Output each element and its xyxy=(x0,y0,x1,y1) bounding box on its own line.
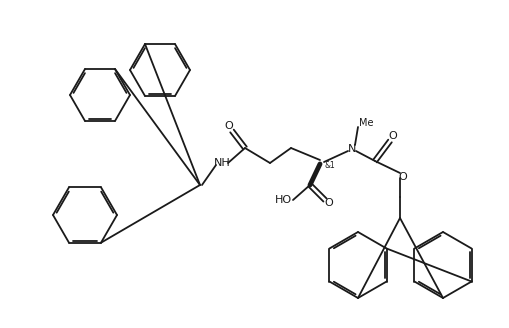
Text: NH: NH xyxy=(214,158,231,168)
Text: O: O xyxy=(399,172,407,182)
Text: N: N xyxy=(348,144,356,154)
Text: O: O xyxy=(325,198,333,208)
Text: &1: &1 xyxy=(325,160,335,170)
Text: HO: HO xyxy=(274,195,292,205)
Text: Me: Me xyxy=(359,118,373,128)
Text: O: O xyxy=(224,121,233,131)
Text: O: O xyxy=(389,131,398,141)
